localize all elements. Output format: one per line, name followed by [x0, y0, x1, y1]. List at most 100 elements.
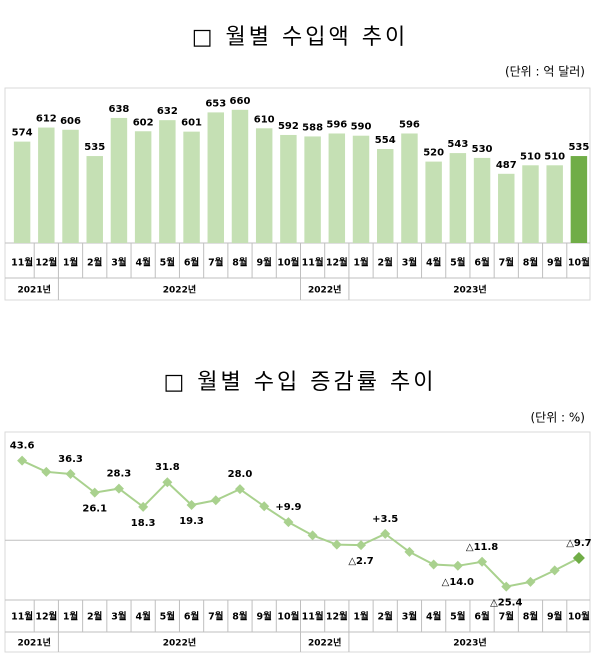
x-tick-label: 1월 [63, 257, 78, 269]
marker [89, 487, 100, 498]
x-tick-label: 6월 [184, 611, 199, 623]
marker [549, 565, 560, 576]
value-label: 535 [568, 142, 589, 153]
x-tick-label: 7월 [499, 257, 514, 269]
bar [110, 117, 128, 243]
value-label: 588 [302, 122, 323, 133]
bar [449, 153, 467, 243]
value-label: 543 [447, 139, 468, 150]
value-label: 592 [278, 121, 299, 132]
group-label: 2022년 [163, 284, 196, 296]
bar [546, 165, 563, 243]
group-label: 2021년 [18, 637, 51, 649]
x-tick-label: 6월 [184, 257, 199, 269]
marker [186, 500, 197, 511]
marker [17, 455, 28, 466]
x-tick-label: 4월 [135, 257, 150, 269]
x-tick-label: 3월 [111, 611, 126, 623]
x-tick-label: 12월 [35, 611, 57, 623]
x-tick-label: 5월 [160, 257, 175, 269]
value-label: △11.8 [466, 542, 498, 553]
value-label: 610 [254, 114, 275, 125]
value-label: 530 [472, 144, 493, 155]
bar [38, 127, 55, 243]
x-tick-label: 4월 [426, 257, 441, 269]
x-tick-label: 9월 [547, 611, 562, 623]
value-label: 510 [520, 151, 541, 162]
value-label: 36.3 [58, 454, 83, 465]
group-label: 2022년 [308, 637, 341, 649]
x-tick-label: 9월 [257, 257, 272, 269]
group-label: 2022년 [308, 284, 341, 296]
bar [328, 133, 346, 243]
value-label: 632 [157, 106, 178, 117]
group-label: 2021년 [18, 284, 51, 296]
bar [522, 165, 539, 243]
marker [331, 539, 342, 550]
x-tick-label: 7월 [208, 611, 223, 623]
value-label: 596 [399, 119, 420, 130]
marker [210, 495, 221, 506]
value-label: 520 [423, 148, 444, 159]
x-tick-label: 12월 [35, 257, 57, 269]
bar [304, 136, 321, 243]
x-tick-label: 3월 [402, 611, 417, 623]
value-label: 26.1 [82, 504, 107, 515]
value-label: 660 [230, 96, 251, 107]
marker [404, 546, 415, 557]
value-label: 487 [496, 160, 517, 171]
x-tick-label: 5월 [160, 611, 175, 623]
value-label: 19.3 [179, 516, 204, 527]
value-label: 18.3 [131, 518, 156, 529]
x-tick-label: 5월 [450, 611, 465, 623]
value-label: 554 [375, 135, 396, 146]
x-tick-label: 10월 [568, 611, 590, 623]
marker [234, 484, 245, 495]
group-label: 2023년 [453, 284, 486, 296]
x-tick-label: 6월 [474, 257, 489, 269]
value-label: +9.9 [275, 502, 301, 513]
x-tick-label: 4월 [135, 611, 150, 623]
unit-label: (단위 : %) [530, 411, 585, 425]
unit-label: (단위 : 억 달러) [505, 65, 585, 79]
bar [570, 156, 588, 243]
value-label: △2.7 [348, 556, 373, 567]
marker [572, 551, 585, 564]
x-tick-label: 2월 [378, 257, 393, 269]
value-label: 31.8 [155, 462, 180, 473]
x-tick-label: 3월 [402, 257, 417, 269]
group-label: 2022년 [163, 637, 196, 649]
marker [380, 528, 391, 539]
marker [525, 576, 536, 587]
value-label: 590 [351, 122, 372, 133]
value-label: +3.5 [372, 514, 398, 525]
marker [65, 469, 76, 480]
marker [477, 556, 488, 567]
value-label: 596 [326, 119, 347, 130]
chart-title: □ 월별 수입액 추이 [192, 25, 408, 50]
x-tick-label: 4월 [426, 611, 441, 623]
x-tick-label: 12월 [326, 257, 348, 269]
bar [280, 134, 297, 243]
marker [283, 517, 294, 528]
bar [231, 109, 249, 243]
x-tick-label: 10월 [277, 611, 299, 623]
bar [352, 135, 370, 243]
bar [13, 141, 31, 243]
x-tick-label: 5월 [450, 257, 465, 269]
x-tick-label: 1월 [63, 611, 78, 623]
x-tick-label: 8월 [232, 611, 247, 623]
value-label: 535 [84, 142, 105, 153]
bar [86, 156, 103, 243]
x-tick-label: 2월 [87, 257, 102, 269]
x-tick-label: 2월 [378, 611, 393, 623]
bar [376, 149, 394, 243]
x-tick-label: 9월 [547, 257, 562, 269]
bar [62, 129, 79, 243]
value-label: 28.0 [228, 469, 253, 480]
x-tick-label: 8월 [523, 257, 538, 269]
x-tick-label: 12월 [326, 611, 348, 623]
chart-title: □ 월별 수입 증감률 추이 [164, 370, 437, 395]
marker [501, 581, 512, 592]
